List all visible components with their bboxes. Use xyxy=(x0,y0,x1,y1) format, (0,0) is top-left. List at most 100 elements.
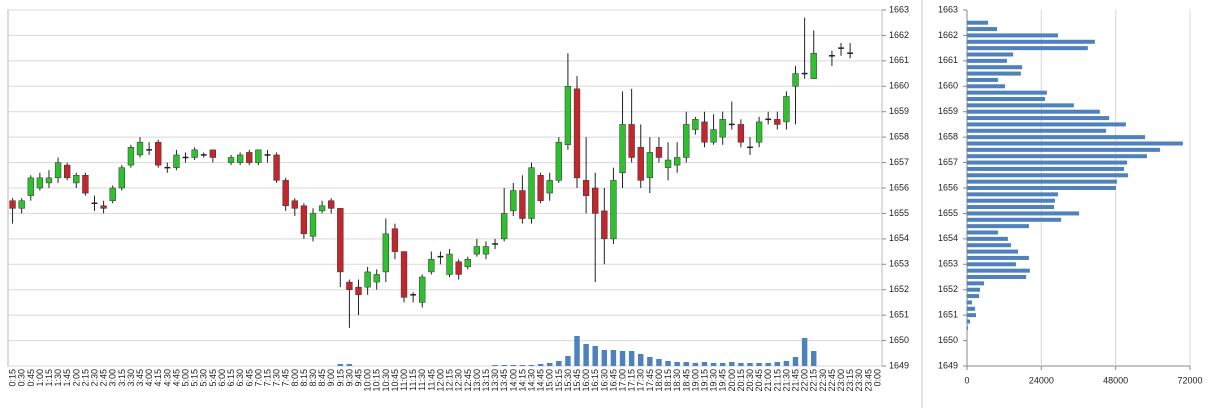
candle-body xyxy=(774,119,781,125)
profile-bar xyxy=(967,325,968,330)
profile-bar xyxy=(967,255,1029,260)
profile-bar xyxy=(967,243,1011,248)
candle-body xyxy=(45,177,53,184)
candle-body xyxy=(373,274,380,283)
y-tick-label: 1652 xyxy=(889,284,909,294)
x-tick-label: 14:30 xyxy=(526,369,536,392)
profile-bar xyxy=(967,179,1117,184)
x-tick-label: 9:00 xyxy=(326,369,336,387)
x-tick-label: 23:45 xyxy=(863,369,873,392)
candle-body xyxy=(255,149,262,163)
profile-bar xyxy=(967,166,1125,171)
y-tick-label: 1655 xyxy=(889,208,909,218)
candle-body xyxy=(155,141,162,166)
candle-body xyxy=(610,180,617,240)
profile-bar xyxy=(967,306,976,311)
profile-bar xyxy=(967,281,985,286)
profile-bar xyxy=(967,116,1110,121)
profile-bar xyxy=(967,27,998,32)
profile-bar xyxy=(967,147,1160,152)
x-tick-label: 14:15 xyxy=(517,369,527,392)
candle-body xyxy=(501,213,508,240)
candle-body xyxy=(592,187,599,214)
x-tick-label: 17:45 xyxy=(645,369,655,392)
y-tick-label: 1663 xyxy=(938,4,958,14)
volume-bar xyxy=(346,364,353,366)
candle-body xyxy=(264,154,271,156)
x-tick-label: 4:00 xyxy=(144,369,154,387)
candle-body xyxy=(364,271,371,288)
profile-bar xyxy=(967,77,998,82)
profile-bar xyxy=(967,160,1128,165)
profile-bar xyxy=(967,135,1146,140)
profile-bar xyxy=(967,205,1055,210)
volume-bar xyxy=(656,359,662,366)
candle-body xyxy=(428,258,435,273)
candle-body xyxy=(227,157,235,163)
x-tick-label: 22:45 xyxy=(827,369,837,392)
x-tick-label: 0:15 xyxy=(8,369,18,387)
profile-bar xyxy=(967,275,1027,279)
y-tick-label: 1660 xyxy=(938,81,958,91)
profile-bar xyxy=(967,230,998,235)
x-tick-label: 12:00 xyxy=(435,369,445,392)
profile-bar xyxy=(967,236,1008,241)
x-tick-label: 8:00 xyxy=(290,369,300,387)
candle-body xyxy=(783,96,790,123)
volume-bar xyxy=(783,361,790,366)
candle-body xyxy=(328,200,335,209)
candle-body xyxy=(391,228,399,252)
volume-bar xyxy=(710,363,717,366)
x-tick-label: 19:30 xyxy=(709,369,719,392)
candle-body xyxy=(792,73,799,87)
y-tick-label: 1659 xyxy=(938,106,958,116)
candle-body xyxy=(628,124,635,158)
candle-body xyxy=(510,190,517,212)
candle-body xyxy=(146,149,153,151)
volume-bar xyxy=(792,357,799,366)
x-tick-label: 10:30 xyxy=(381,369,391,392)
x-tick-label: 3:45 xyxy=(135,369,145,387)
profile-bar xyxy=(967,186,1116,190)
y-tick-label: 1658 xyxy=(889,132,909,142)
volume-bar xyxy=(592,346,598,366)
candle-body xyxy=(200,154,207,156)
candle-body xyxy=(528,167,535,219)
x-tick-label: 4:30 xyxy=(162,369,172,387)
candle-body xyxy=(346,281,353,290)
candle-body xyxy=(173,154,180,168)
volume-bar xyxy=(583,344,589,366)
volume-bar xyxy=(692,363,699,366)
profile-bar xyxy=(967,287,981,292)
profile-bar xyxy=(967,71,1021,76)
profile-bar xyxy=(967,52,1014,57)
x-tick-label: 6:15 xyxy=(226,369,236,387)
candle-body xyxy=(209,149,217,158)
x-tick-label: 11:00 xyxy=(399,369,409,391)
x-tick-label: 17:00 xyxy=(618,369,628,392)
x-tick-label: 7:15 xyxy=(262,369,272,387)
y-tick-label: 1654 xyxy=(889,233,909,243)
candle-body xyxy=(564,86,572,146)
candle-body xyxy=(400,251,408,298)
x-tick-label: 5:45 xyxy=(208,369,218,387)
y-tick-label: 1653 xyxy=(938,259,958,269)
candle-body xyxy=(619,124,626,173)
candle-body xyxy=(355,286,362,296)
volume-bar xyxy=(638,354,644,366)
volume-bar xyxy=(719,363,726,366)
profile-bar xyxy=(967,154,1147,159)
candle-body xyxy=(100,205,107,209)
candle-body xyxy=(765,118,772,121)
x-tick-label: 8:45 xyxy=(317,369,327,387)
volume-bar xyxy=(601,350,608,366)
x-tick-label: 23:30 xyxy=(854,369,864,392)
candle-body xyxy=(546,180,553,194)
volume-bar xyxy=(701,362,708,366)
candle-body xyxy=(282,180,289,207)
candle-body xyxy=(410,294,417,296)
candle-body xyxy=(673,157,681,166)
profile-bar xyxy=(967,211,1080,216)
x-tick-label: 14:45 xyxy=(536,369,546,392)
candle-body xyxy=(91,202,98,205)
